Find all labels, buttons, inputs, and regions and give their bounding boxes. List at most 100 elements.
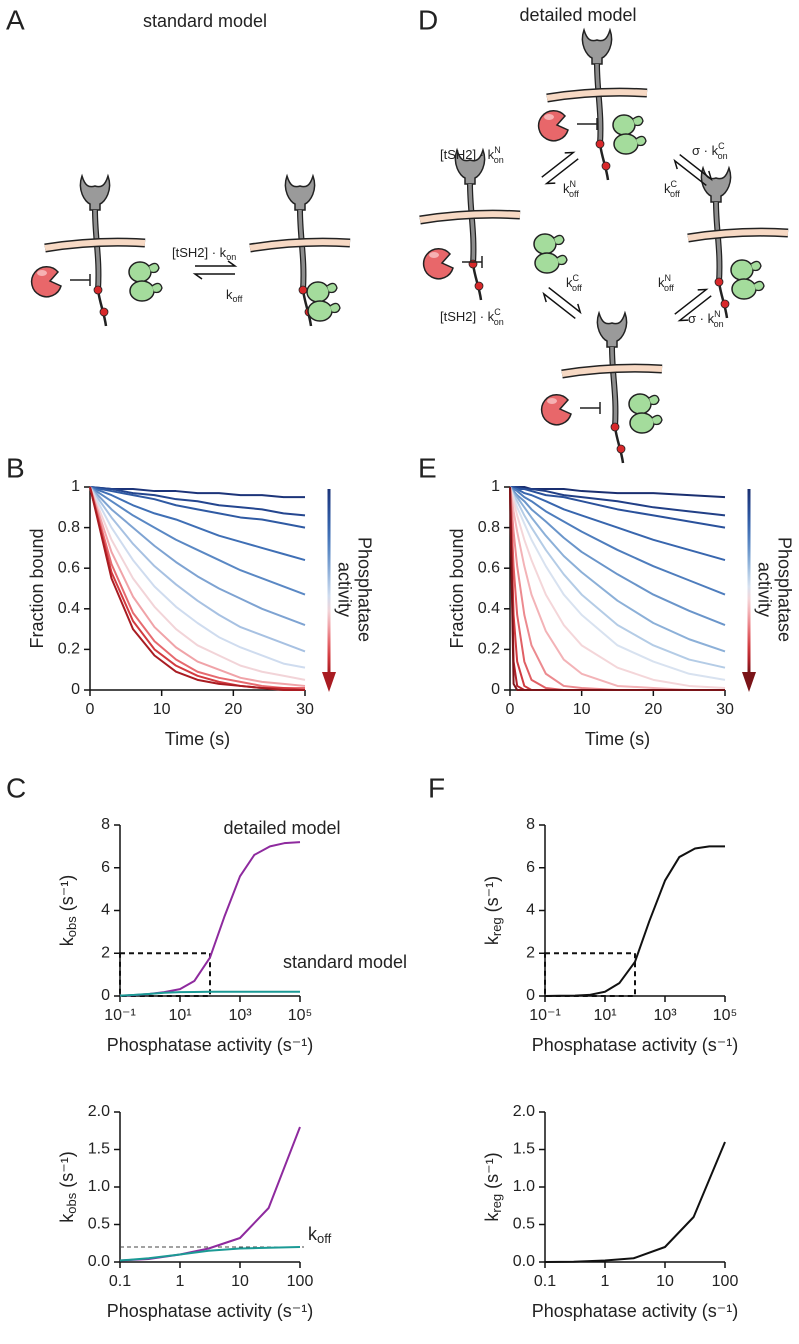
y-axis-label: kobs (s⁻¹) bbox=[57, 875, 80, 946]
zoom-box bbox=[544, 952, 636, 997]
rate-sub: on bbox=[494, 155, 504, 165]
membrane bbox=[250, 242, 350, 248]
series-line bbox=[509, 486, 726, 689]
reference-label: koff bbox=[308, 1224, 332, 1247]
y-axis-label-part: (s⁻¹) bbox=[57, 875, 77, 916]
rate-sub: off bbox=[233, 294, 243, 304]
series-line bbox=[510, 486, 726, 499]
receptor bbox=[701, 168, 730, 318]
series-line bbox=[509, 486, 726, 596]
rate-sub: off bbox=[572, 283, 582, 293]
phosphatase bbox=[540, 394, 601, 426]
series-line bbox=[89, 486, 306, 517]
rate-base: k bbox=[658, 275, 665, 290]
x-tick-label: 100 bbox=[712, 1273, 739, 1290]
y-axis-label: Fraction bound bbox=[27, 528, 47, 648]
x-axis-label: Time (s) bbox=[585, 729, 650, 749]
panel-label: E bbox=[418, 452, 437, 483]
rate-sup: N bbox=[714, 309, 721, 319]
y-tick-label: 2.0 bbox=[88, 1103, 110, 1120]
colorbar-label: Phosphatase bbox=[774, 537, 794, 642]
series-line bbox=[119, 1126, 301, 1262]
zoom-box bbox=[119, 952, 211, 997]
rate-sub: on bbox=[714, 319, 724, 329]
x-axis-label: Phosphatase activity (s⁻¹) bbox=[532, 1035, 739, 1055]
series-line bbox=[509, 486, 725, 691]
y-tick-label: 2 bbox=[101, 944, 110, 961]
rate-base: k bbox=[563, 181, 570, 196]
rate-base: σ · k bbox=[692, 143, 719, 158]
series-line bbox=[119, 1246, 301, 1262]
x-tick-label: 10 bbox=[573, 701, 591, 718]
x-axis-label: Phosphatase activity (s⁻¹) bbox=[107, 1035, 314, 1055]
x-tick-label: 10⁻¹ bbox=[529, 1007, 561, 1024]
x-axis-label: Phosphatase activity (s⁻¹) bbox=[532, 1301, 739, 1321]
receptor bbox=[582, 30, 611, 180]
diagram-title: detailed model bbox=[519, 5, 636, 25]
y-tick-label: 0.2 bbox=[478, 641, 500, 658]
series-line bbox=[89, 486, 306, 562]
series-line bbox=[89, 486, 306, 653]
series-line bbox=[510, 486, 726, 517]
rate-sup: C bbox=[671, 179, 678, 189]
rate-base: [tSH2] · k bbox=[172, 245, 227, 260]
x-tick-label: 0 bbox=[506, 701, 515, 718]
y-tick-label: 0.8 bbox=[478, 519, 500, 536]
y-axis-label-part: k bbox=[482, 935, 502, 945]
receptor bbox=[455, 150, 484, 300]
y-tick-label: 0.5 bbox=[513, 1216, 535, 1233]
rate-base: k bbox=[226, 287, 233, 302]
y-tick-label: 1 bbox=[71, 478, 80, 495]
series-line bbox=[89, 486, 306, 681]
y-tick-label: 0.4 bbox=[58, 600, 80, 617]
x-tick-label: 0.1 bbox=[534, 1273, 556, 1290]
rate-sup: C bbox=[494, 307, 501, 317]
x-axis-label: Time (s) bbox=[165, 729, 230, 749]
series-line bbox=[509, 486, 726, 653]
x-tick-label: 10 bbox=[656, 1273, 674, 1290]
y-tick-label: 4 bbox=[101, 902, 110, 919]
y-tick-label: 0.2 bbox=[58, 641, 80, 658]
y-axis-label-part: (s⁻¹) bbox=[482, 1152, 502, 1193]
y-tick-label: 0.0 bbox=[513, 1253, 535, 1270]
y-axis-label-part: (s⁻¹) bbox=[57, 1151, 77, 1192]
panel-label: A bbox=[6, 4, 25, 35]
rate-label: kN off bbox=[563, 179, 579, 199]
y-tick-label: 2 bbox=[526, 944, 535, 961]
phosphatase bbox=[30, 266, 91, 298]
rate-sub: on bbox=[226, 252, 236, 262]
y-tick-label: 4 bbox=[526, 902, 535, 919]
annotation: detailed model bbox=[223, 818, 340, 838]
y-axis-label-part: k bbox=[57, 936, 77, 946]
y-tick-label: 0.6 bbox=[58, 559, 80, 576]
rate-label: [tSH2] · kC on bbox=[440, 307, 504, 327]
chart: 10⁻¹ 10¹ 10³ 10⁵ 0 2 4 6 8 Phosphatase activity (… bbox=[57, 816, 407, 1055]
series-line bbox=[509, 486, 726, 562]
series-line bbox=[509, 486, 725, 691]
membrane bbox=[547, 92, 647, 98]
x-tick-label: 10⁵ bbox=[288, 1007, 312, 1024]
y-tick-label: 0 bbox=[71, 681, 80, 698]
y-axis-label-part: k bbox=[57, 1213, 77, 1223]
rate-label: [tSH2] · kN on bbox=[440, 145, 504, 165]
rate-sub: off bbox=[670, 189, 680, 199]
x-tick-label: 10⁻¹ bbox=[104, 1007, 136, 1024]
y-axis-label-part: obs bbox=[64, 916, 79, 937]
rate-sup: C bbox=[573, 273, 580, 283]
y-tick-label: 1.0 bbox=[88, 1178, 110, 1195]
reference-label-part: off bbox=[317, 1231, 332, 1246]
series-line bbox=[89, 486, 305, 499]
colorbar-label: activity bbox=[334, 562, 354, 617]
colorbar-arrow bbox=[322, 672, 336, 692]
series-line bbox=[89, 486, 306, 596]
tandem-sh2 bbox=[730, 259, 765, 300]
x-tick-label: 10³ bbox=[653, 1007, 677, 1024]
series-line bbox=[89, 486, 305, 689]
y-tick-label: 8 bbox=[101, 816, 110, 833]
rate-sub: on bbox=[718, 151, 728, 161]
x-tick-label: 10 bbox=[153, 701, 171, 718]
receptor bbox=[597, 313, 626, 463]
annotation: standard model bbox=[283, 952, 407, 972]
y-tick-label: 1.5 bbox=[513, 1141, 535, 1158]
